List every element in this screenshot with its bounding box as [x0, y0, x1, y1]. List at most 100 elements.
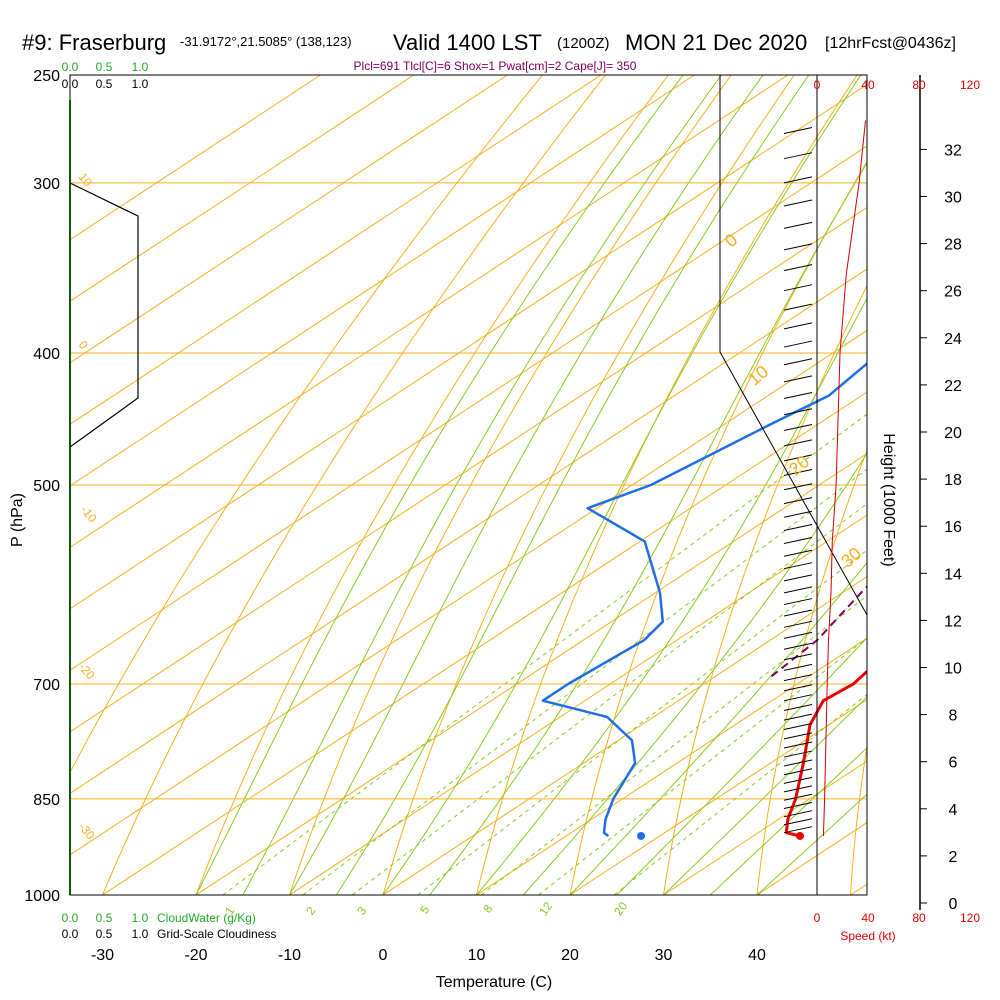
- theta-label: 10: [76, 170, 96, 189]
- temperature-tick-label: 40: [748, 947, 766, 964]
- wind-barb: [783, 264, 813, 272]
- wind-barb: [783, 785, 813, 793]
- wind-barb: [783, 340, 813, 348]
- forecast-date: MON 21 Dec 2020: [625, 30, 807, 55]
- thetae-label: 10: [744, 361, 772, 389]
- cloudwater-tick-bottom: 0.0: [62, 911, 79, 925]
- mixing-ratio-label: 3: [354, 904, 369, 918]
- wind-barb: [783, 609, 813, 617]
- pressure-tick-label: 300: [33, 176, 60, 193]
- cloudwater-tick-top: 0.0: [62, 60, 79, 74]
- height-tick-label: 30: [944, 190, 962, 207]
- wind-barb: [783, 483, 813, 491]
- wind-barb: [783, 468, 813, 476]
- wind-barb: [783, 454, 813, 462]
- isotherm-line: [289, 514, 867, 895]
- wind-barb: [783, 818, 813, 826]
- speed-tick-bottom: 40: [861, 911, 875, 925]
- moist-adiabat-line: [616, 637, 867, 895]
- wind-barb: [783, 620, 813, 628]
- surface-dewpoint-point: [637, 831, 646, 840]
- dry-adiabat-line: [756, 448, 867, 895]
- surface-temperature-point: [795, 831, 804, 840]
- wind-barb: [783, 243, 813, 251]
- isotherm-line: [70, 75, 321, 241]
- wind-barb: [783, 574, 813, 582]
- height-tick-label: 26: [944, 284, 962, 301]
- dry-adiabat-line: [102, 75, 606, 895]
- isotherm-line: [850, 883, 867, 895]
- wind-barb: [783, 358, 813, 366]
- utc-time: (1200Z): [557, 35, 610, 52]
- wind-barb: [783, 549, 813, 557]
- wind-barb: [783, 497, 813, 505]
- wind-barb: [783, 375, 813, 383]
- plot-right-boundary: [719, 75, 868, 895]
- moist-adiabat-line: [663, 696, 867, 895]
- speed-tick-top: 0: [814, 78, 821, 92]
- moist-adiabat-line: [476, 297, 867, 895]
- wind-barb: [783, 524, 813, 532]
- wind-barb: [783, 653, 813, 661]
- y-axis-label: P (hPa): [9, 493, 26, 547]
- temperature-tick-label: 0: [379, 947, 388, 964]
- height-tick-label: 18: [944, 472, 962, 489]
- wind-barb: [783, 598, 813, 606]
- cloudwater-label: CloudWater (g/Kg): [157, 911, 256, 925]
- plot-frame: [69, 74, 868, 896]
- mixing-ratio-line: [480, 595, 867, 895]
- theta-label: -20: [76, 660, 98, 683]
- stability-indices: Plcl=691 Tlcl[C]=6 Shox=1 Pwat[cm]=2 Cap…: [354, 59, 637, 73]
- height-tick-label: 0: [949, 896, 958, 913]
- wind-barb: [783, 284, 813, 292]
- wind-barb: [783, 221, 813, 229]
- height-tick-label: 28: [944, 237, 962, 254]
- cloudiness-profile-line: [69, 182, 139, 448]
- height-tick-label: 4: [949, 802, 958, 819]
- temperature-tick-label: 20: [561, 947, 579, 964]
- speed-tick-top: 40: [861, 78, 875, 92]
- wind-barb: [783, 392, 813, 400]
- wind-barb: [783, 199, 813, 207]
- wind-barb: [783, 642, 813, 650]
- moist-adiabat-line: [335, 75, 810, 895]
- wind-barb: [783, 732, 813, 740]
- height-tick-label: 24: [944, 331, 962, 348]
- mixing-ratio-line: [222, 413, 867, 895]
- mixing-ratio-label: 5: [417, 903, 432, 917]
- cloudiness-tick-bottom: 0.0: [62, 927, 79, 941]
- mixing-ratio-label: 2: [303, 904, 318, 918]
- speed-tick-top: 80: [912, 78, 926, 92]
- wind-barb: [783, 674, 813, 682]
- wind-barb: [783, 537, 813, 545]
- wind-barb: [783, 322, 813, 330]
- wind-barb: [783, 408, 813, 416]
- thetae-label: 30: [837, 543, 865, 571]
- mixing-ratio-label: 8: [480, 902, 495, 916]
- dry-adiabat-line: [476, 75, 858, 895]
- valid-time: Valid 1400 LST: [393, 30, 542, 55]
- station-title: #9: Fraserburg: [22, 30, 166, 55]
- wind-speed-line: [822, 120, 866, 837]
- theta-label: -10: [78, 503, 100, 526]
- forecast-cycle: [12hrFcst@0436z]: [825, 35, 956, 52]
- station-coords: -31.9172°,21.5085° (138,123): [180, 34, 352, 49]
- temperature-tick-label: -30: [91, 947, 114, 964]
- isotherm-line: [476, 637, 867, 895]
- wind-barb: [783, 152, 813, 160]
- pressure-tick-label: 700: [33, 677, 60, 694]
- wind-barb: [783, 562, 813, 570]
- height-tick-label: 2: [949, 849, 958, 866]
- dry-adiabat-line: [195, 75, 669, 895]
- cloudwater-tick-bottom: 1.0: [132, 911, 149, 925]
- pressure-tick-label: 400: [33, 346, 60, 363]
- temperature-tick-label: 10: [468, 947, 486, 964]
- wind-barb: [783, 703, 813, 711]
- wind-barb: [783, 776, 813, 784]
- moist-adiabat-line: [195, 75, 684, 895]
- wind-barb: [783, 723, 813, 731]
- height-tick-label: 22: [944, 378, 962, 395]
- thetae-label: 0: [721, 230, 742, 252]
- dry-adiabat-line: [70, 75, 543, 774]
